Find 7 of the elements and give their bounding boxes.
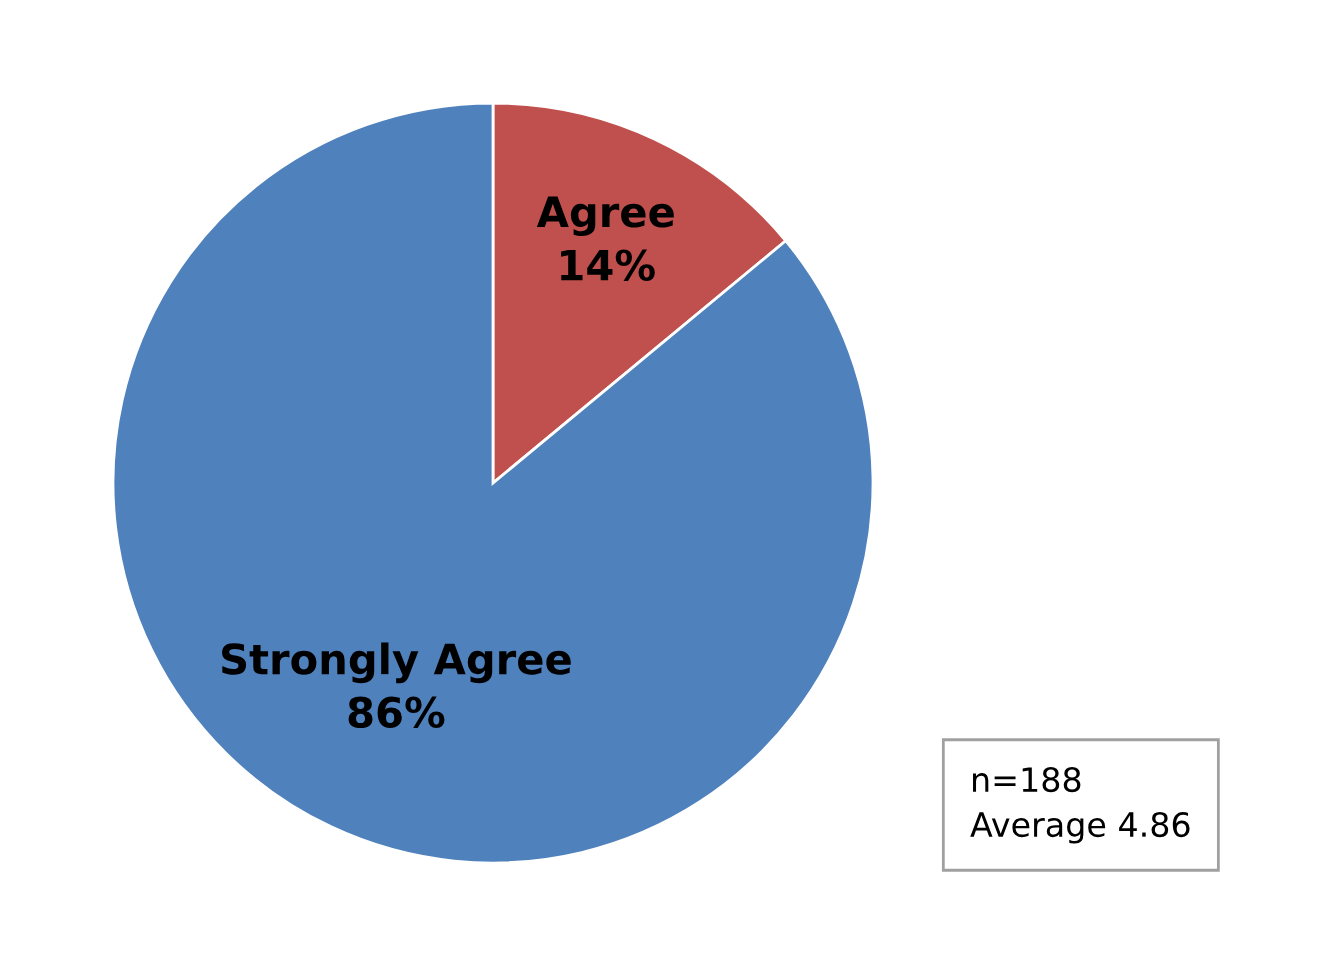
text: n=188 [973, 767, 1081, 793]
data-label: 14% [561, 249, 655, 281]
data-label: 86% [348, 696, 445, 729]
text: Average 4.86 [970, 811, 1190, 844]
pie-slice [111, 101, 875, 865]
slice-label: Agree [536, 196, 674, 236]
slice-label: Strongly Agree [222, 642, 571, 684]
